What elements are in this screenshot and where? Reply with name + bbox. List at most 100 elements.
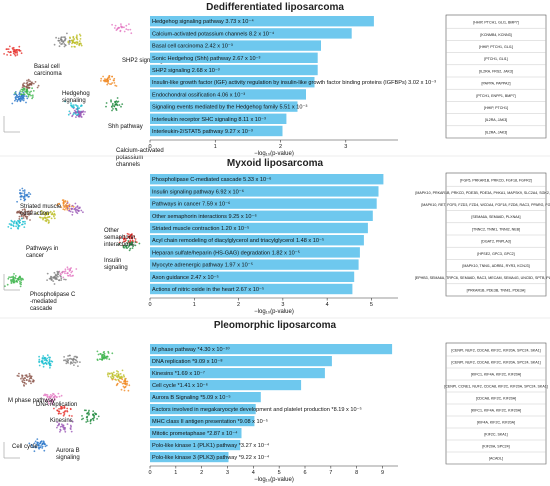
umap-point: [3, 53, 5, 55]
umap-point: [68, 110, 71, 113]
umap-point: [111, 352, 114, 355]
umap-point: [14, 276, 16, 279]
umap-point: [135, 241, 138, 244]
umap-point: [122, 385, 125, 388]
umap-point: [23, 384, 25, 386]
umap-point: [116, 27, 119, 30]
umap-point: [23, 214, 25, 216]
umap-point: [21, 187, 24, 190]
umap-point: [114, 101, 117, 104]
umap-point: [48, 360, 51, 363]
umap-label-line: Other: [104, 228, 119, 234]
umap-point: [57, 410, 60, 413]
umap-point: [122, 246, 125, 249]
umap-point: [67, 355, 69, 357]
umap-point: [25, 216, 28, 219]
umap-label-line: carcinoma: [34, 71, 62, 77]
umap-point: [120, 25, 123, 28]
umap-point: [93, 415, 95, 418]
umap-point: [113, 374, 116, 377]
umap-point: [41, 217, 44, 219]
umap-point: [13, 220, 16, 223]
umap-point: [123, 234, 126, 237]
umap-point: [62, 414, 65, 417]
umap-point: [81, 418, 83, 421]
umap-point: [40, 210, 43, 212]
umap-point: [18, 49, 21, 51]
umap-point: [31, 446, 34, 448]
x-tick-label: 5: [278, 470, 281, 476]
umap-point: [134, 241, 137, 244]
umap-point: [86, 420, 89, 423]
umap-point: [16, 54, 19, 56]
umap-point: [38, 216, 41, 219]
gene-list: [ACADL]: [489, 457, 503, 461]
umap-point: [113, 77, 116, 80]
umap-point: [57, 37, 60, 40]
umap-point: [20, 377, 22, 380]
gene-box: [445, 342, 547, 465]
umap-point: [93, 412, 96, 414]
umap-label: Cell cycle: [12, 444, 38, 450]
x-tick-label: 7: [329, 470, 332, 476]
umap-point: [72, 205, 75, 208]
umap-point: [17, 375, 20, 377]
umap-point: [51, 400, 54, 402]
umap-point: [69, 407, 72, 410]
umap-point: [92, 410, 95, 413]
umap-point: [89, 420, 92, 423]
umap-point: [50, 360, 53, 362]
umap-point: [26, 92, 28, 95]
umap-point: [75, 359, 78, 362]
umap-label: SHP2 signaling: [122, 58, 163, 64]
umap-point: [51, 403, 53, 405]
umap-label: Pathways in cancer: [26, 246, 58, 259]
bar: [150, 101, 298, 112]
umap-point: [115, 109, 118, 111]
umap-point: [97, 415, 100, 418]
x-tick-label: 0: [148, 144, 151, 150]
umap-point: [22, 84, 24, 87]
umap-point: [52, 392, 54, 395]
umap-point: [96, 350, 99, 353]
umap-point: [52, 280, 55, 282]
umap-label-line: cascade: [30, 306, 53, 312]
umap-point: [69, 362, 72, 365]
umap-point: [23, 226, 26, 229]
umap-point: [50, 213, 53, 216]
umap-point: [16, 211, 18, 214]
umap-point: [22, 99, 25, 102]
panel-1: Myxoid liposarcoma Striated muscle contrac…: [3, 158, 550, 315]
umap-point: [22, 217, 25, 219]
umap-point: [12, 46, 15, 49]
umap-point: [111, 104, 114, 107]
umap-point: [71, 41, 74, 44]
umap-point: [130, 241, 133, 244]
umap-point: [68, 270, 71, 272]
umap-point: [120, 388, 123, 391]
umap-point: [66, 358, 69, 360]
umap-point: [104, 78, 106, 80]
bar-label: Mitotic prometaphase *2.87 x 10⁻⁴: [152, 430, 238, 437]
umap-point: [66, 200, 69, 203]
umap-point: [44, 443, 46, 446]
gene-list: [KIFC1, KIF4A, KIF2C, KIF20A]: [471, 409, 521, 413]
umap-point: [19, 90, 22, 92]
bar-label: Heparan sulfate/heparin (HS-GAG) degrada…: [152, 249, 300, 256]
umap-point: [64, 44, 67, 47]
umap-point: [29, 193, 32, 196]
umap-point: [41, 445, 44, 448]
umap-point: [96, 358, 99, 361]
bar-label: Acyl chain remodeling of diacylglycerol …: [152, 237, 324, 244]
umap-point: [69, 273, 71, 276]
umap-point: [67, 113, 70, 116]
umap-point: [69, 357, 72, 360]
umap-point: [127, 233, 130, 236]
umap-point: [126, 242, 129, 245]
umap-point: [80, 209, 83, 212]
umap-point: [68, 43, 70, 45]
umap-point: [50, 275, 52, 278]
umap-point: [78, 107, 81, 109]
umap-point: [23, 85, 25, 88]
umap-point: [69, 112, 72, 115]
